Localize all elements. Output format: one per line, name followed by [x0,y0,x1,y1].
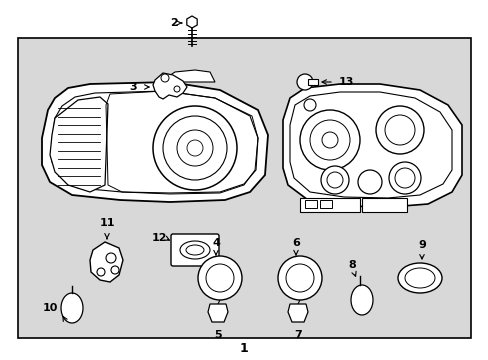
Circle shape [296,74,312,90]
Circle shape [97,268,105,276]
Text: 4: 4 [212,238,220,248]
Circle shape [320,166,348,194]
Circle shape [321,132,337,148]
Circle shape [153,106,237,190]
Text: 8: 8 [347,260,355,270]
Ellipse shape [397,263,441,293]
Circle shape [163,116,226,180]
Circle shape [357,170,381,194]
Bar [18,38,470,338]
Polygon shape [90,242,123,282]
Circle shape [384,115,414,145]
Ellipse shape [180,241,209,259]
FancyBboxPatch shape [171,234,219,266]
Circle shape [186,140,203,156]
Ellipse shape [61,293,83,323]
Circle shape [278,256,321,300]
Text: 1: 1 [239,342,248,355]
Polygon shape [42,82,267,202]
Text: 3: 3 [129,82,137,92]
Bar [305,200,316,208]
Polygon shape [287,304,307,322]
Text: 10: 10 [42,303,58,313]
Polygon shape [50,97,108,192]
Ellipse shape [404,268,434,288]
Text: 12: 12 [151,233,167,243]
Text: 9: 9 [417,240,425,250]
Ellipse shape [185,245,203,255]
Text: 11: 11 [99,218,115,228]
Circle shape [304,99,315,111]
Circle shape [174,86,180,92]
Polygon shape [207,304,227,322]
Polygon shape [283,84,461,207]
Bar [361,198,406,212]
Circle shape [111,266,119,274]
Circle shape [394,168,414,188]
Polygon shape [160,70,215,82]
Circle shape [299,110,359,170]
Circle shape [205,264,234,292]
Polygon shape [153,73,186,99]
Ellipse shape [350,285,372,315]
Text: 7: 7 [293,330,301,340]
Bar [299,198,359,212]
Circle shape [309,120,349,160]
Circle shape [388,162,420,194]
Text: 2: 2 [170,18,178,28]
Circle shape [177,130,213,166]
Bar [319,200,331,208]
Text: 13: 13 [338,77,354,87]
Circle shape [285,264,313,292]
Circle shape [375,106,423,154]
Circle shape [161,74,169,82]
Text: 6: 6 [291,238,299,248]
Circle shape [326,172,342,188]
Text: 5: 5 [214,330,222,340]
Circle shape [106,253,116,263]
Bar [307,79,317,85]
Circle shape [198,256,242,300]
